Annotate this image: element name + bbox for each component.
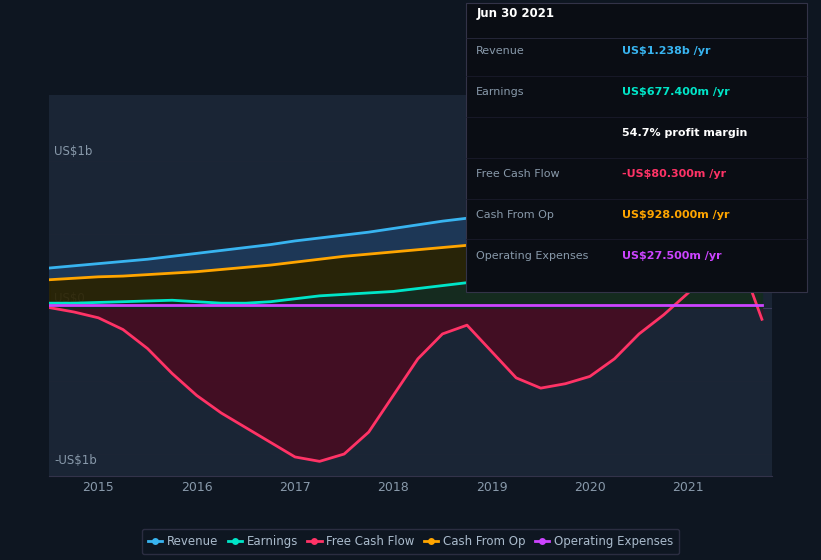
Legend: Revenue, Earnings, Free Cash Flow, Cash From Op, Operating Expenses: Revenue, Earnings, Free Cash Flow, Cash … (142, 529, 679, 554)
Text: US$677.400m /yr: US$677.400m /yr (622, 87, 730, 97)
Text: Operating Expenses: Operating Expenses (476, 251, 589, 261)
Text: Revenue: Revenue (476, 46, 525, 57)
Text: Earnings: Earnings (476, 87, 525, 97)
Text: US$928.000m /yr: US$928.000m /yr (622, 210, 730, 220)
Text: -US$80.300m /yr: -US$80.300m /yr (622, 169, 727, 179)
Text: US$1.238b /yr: US$1.238b /yr (622, 46, 711, 57)
Text: US$0: US$0 (54, 292, 85, 305)
Text: Jun 30 2021: Jun 30 2021 (476, 7, 554, 20)
Text: -US$1b: -US$1b (54, 454, 97, 467)
Text: Free Cash Flow: Free Cash Flow (476, 169, 560, 179)
Text: US$1b: US$1b (54, 145, 93, 158)
Text: Cash From Op: Cash From Op (476, 210, 554, 220)
Text: US$27.500m /yr: US$27.500m /yr (622, 251, 722, 261)
Text: 54.7% profit margin: 54.7% profit margin (622, 128, 748, 138)
